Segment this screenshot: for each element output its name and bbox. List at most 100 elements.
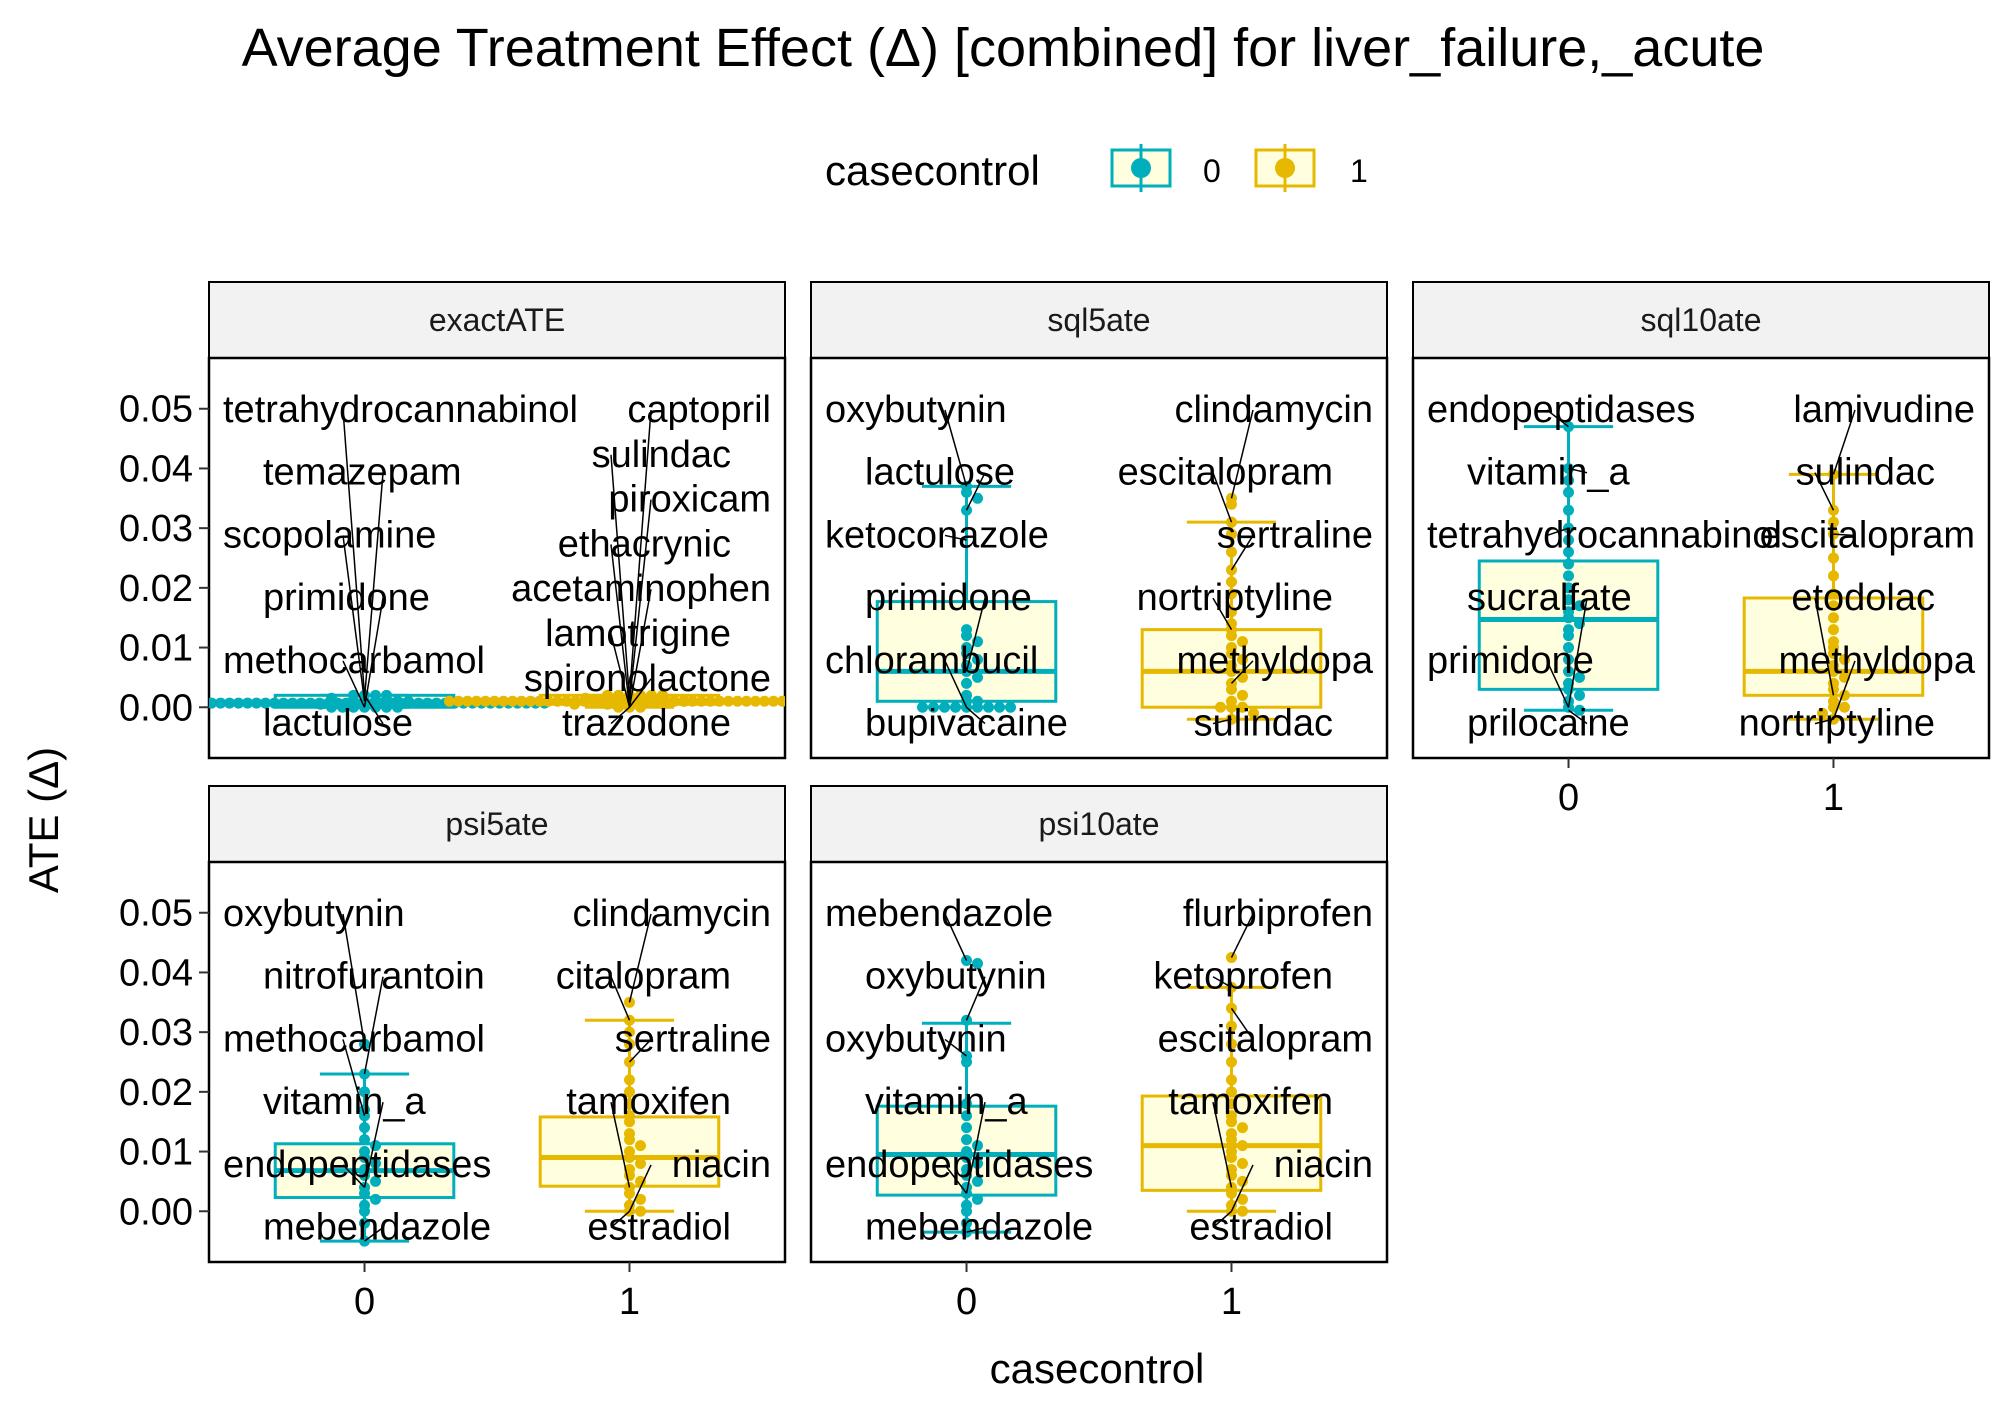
drug-label: etodolac xyxy=(1791,577,1935,619)
y-tick-label: 0.00 xyxy=(119,687,193,729)
data-point xyxy=(404,697,416,709)
data-point xyxy=(377,697,389,709)
strip-label-sql5ate: sql5ate xyxy=(1047,302,1150,338)
data-point xyxy=(961,1152,973,1164)
data-point xyxy=(359,1086,371,1098)
drug-label: lactulose xyxy=(865,452,1015,494)
y-tick-label: 0.02 xyxy=(119,1072,193,1114)
drug-label: clindamycin xyxy=(1174,389,1373,431)
data-point xyxy=(1225,630,1237,642)
data-point xyxy=(786,696,797,707)
x-tick-label: 0 xyxy=(354,1281,375,1323)
label-leader-line xyxy=(610,544,631,708)
data-point xyxy=(1574,600,1586,612)
label-leader-line xyxy=(610,1102,631,1188)
drug-label: lamivudine xyxy=(1793,389,1975,431)
drug-label: oxybutynin xyxy=(865,956,1047,998)
data-point xyxy=(350,697,362,709)
drug-label: acetaminophen xyxy=(511,568,771,610)
data-point xyxy=(1827,552,1839,564)
data-point xyxy=(542,695,554,707)
label-leader-line xyxy=(1212,976,1232,989)
data-point xyxy=(695,695,707,707)
data-point xyxy=(1838,653,1850,665)
data-point xyxy=(278,697,290,709)
data-point xyxy=(359,1122,371,1134)
data-point xyxy=(1563,594,1575,606)
data-point xyxy=(1214,701,1226,713)
y-tick-label: 0.05 xyxy=(119,893,193,935)
data-point xyxy=(1225,1038,1237,1050)
y-tick-label: 0.03 xyxy=(119,1012,193,1054)
data-point xyxy=(1225,1116,1237,1128)
drug-label: vitamin_a xyxy=(865,1081,1028,1123)
data-point xyxy=(332,697,344,709)
drug-label: niacin xyxy=(672,1144,771,1186)
data-point xyxy=(740,695,752,707)
data-point xyxy=(224,697,236,709)
data-layer-sql5ate xyxy=(875,480,1323,725)
drug-label: methocarbamol xyxy=(223,1018,485,1060)
label-leader-line xyxy=(966,706,986,725)
drug-label: piroxicam xyxy=(608,479,771,521)
data-point xyxy=(1563,504,1575,516)
label-leader-line xyxy=(363,598,384,708)
drug-label: methyldopa xyxy=(1779,640,1976,682)
data-point xyxy=(1827,624,1839,636)
drug-label: oxybutynin xyxy=(223,893,405,935)
data-point xyxy=(1236,1140,1248,1152)
label-leader-line xyxy=(1546,660,1570,708)
drug-label: sulindac xyxy=(1194,703,1333,745)
data-point xyxy=(1563,570,1575,582)
label-leader-line xyxy=(628,913,652,1003)
strip-label-exactATE: exactATE xyxy=(429,302,565,338)
data-point xyxy=(634,1157,646,1169)
drug-label: endopeptidases xyxy=(1427,389,1695,431)
label-leader-line xyxy=(342,409,366,696)
y-tick-label: 0.00 xyxy=(119,1191,193,1233)
y-tick-label: 0.05 xyxy=(119,389,193,431)
data-point xyxy=(452,695,464,707)
data-point xyxy=(623,1134,635,1146)
drug-label: nortriptyline xyxy=(1739,703,1935,745)
drug-label: primidone xyxy=(263,577,430,619)
data-point xyxy=(1225,1187,1237,1199)
data-point xyxy=(1563,665,1575,677)
y-axis-title: ATE (Δ) xyxy=(20,747,67,893)
data-point xyxy=(623,1098,635,1110)
legend-key-0 xyxy=(1110,144,1172,192)
data-point xyxy=(994,701,1006,713)
data-point xyxy=(296,697,308,709)
drug-label: nortriptyline xyxy=(1137,577,1333,619)
label-leader-line xyxy=(1546,527,1569,537)
data-point xyxy=(359,1152,371,1164)
data-point xyxy=(1225,528,1237,540)
data-point xyxy=(767,695,779,707)
data-point xyxy=(359,1134,371,1146)
drug-label: chlorambucil xyxy=(825,640,1038,682)
drug-label: vitamin_a xyxy=(263,1081,426,1123)
data-point xyxy=(1225,648,1237,660)
facet-psi5ate: psi5ate 0.00 0.01 0.02 0.03 0.04 0.05 0 1 oxybuty… xyxy=(119,785,787,1323)
data-point xyxy=(1225,701,1237,713)
data-point xyxy=(1563,630,1575,642)
data-point xyxy=(972,1193,984,1205)
data-point xyxy=(431,697,443,709)
drug-label: bupivacaine xyxy=(865,703,1068,745)
drug-label: flurbiprofen xyxy=(1183,893,1373,935)
data-point xyxy=(1236,701,1248,713)
data-point xyxy=(623,1038,635,1050)
data-point xyxy=(596,695,608,707)
data-point xyxy=(634,1140,646,1152)
data-point xyxy=(776,695,785,707)
label-leader-line xyxy=(628,499,652,702)
data-point xyxy=(461,695,473,707)
data-point xyxy=(634,1205,646,1217)
data-point xyxy=(305,697,317,709)
data-point xyxy=(1236,1205,1248,1217)
drug-label: clindamycin xyxy=(572,893,771,935)
label-leader-line xyxy=(610,1210,630,1229)
label-leader-line xyxy=(1833,533,1856,537)
y-tick-label: 0.03 xyxy=(119,508,193,550)
